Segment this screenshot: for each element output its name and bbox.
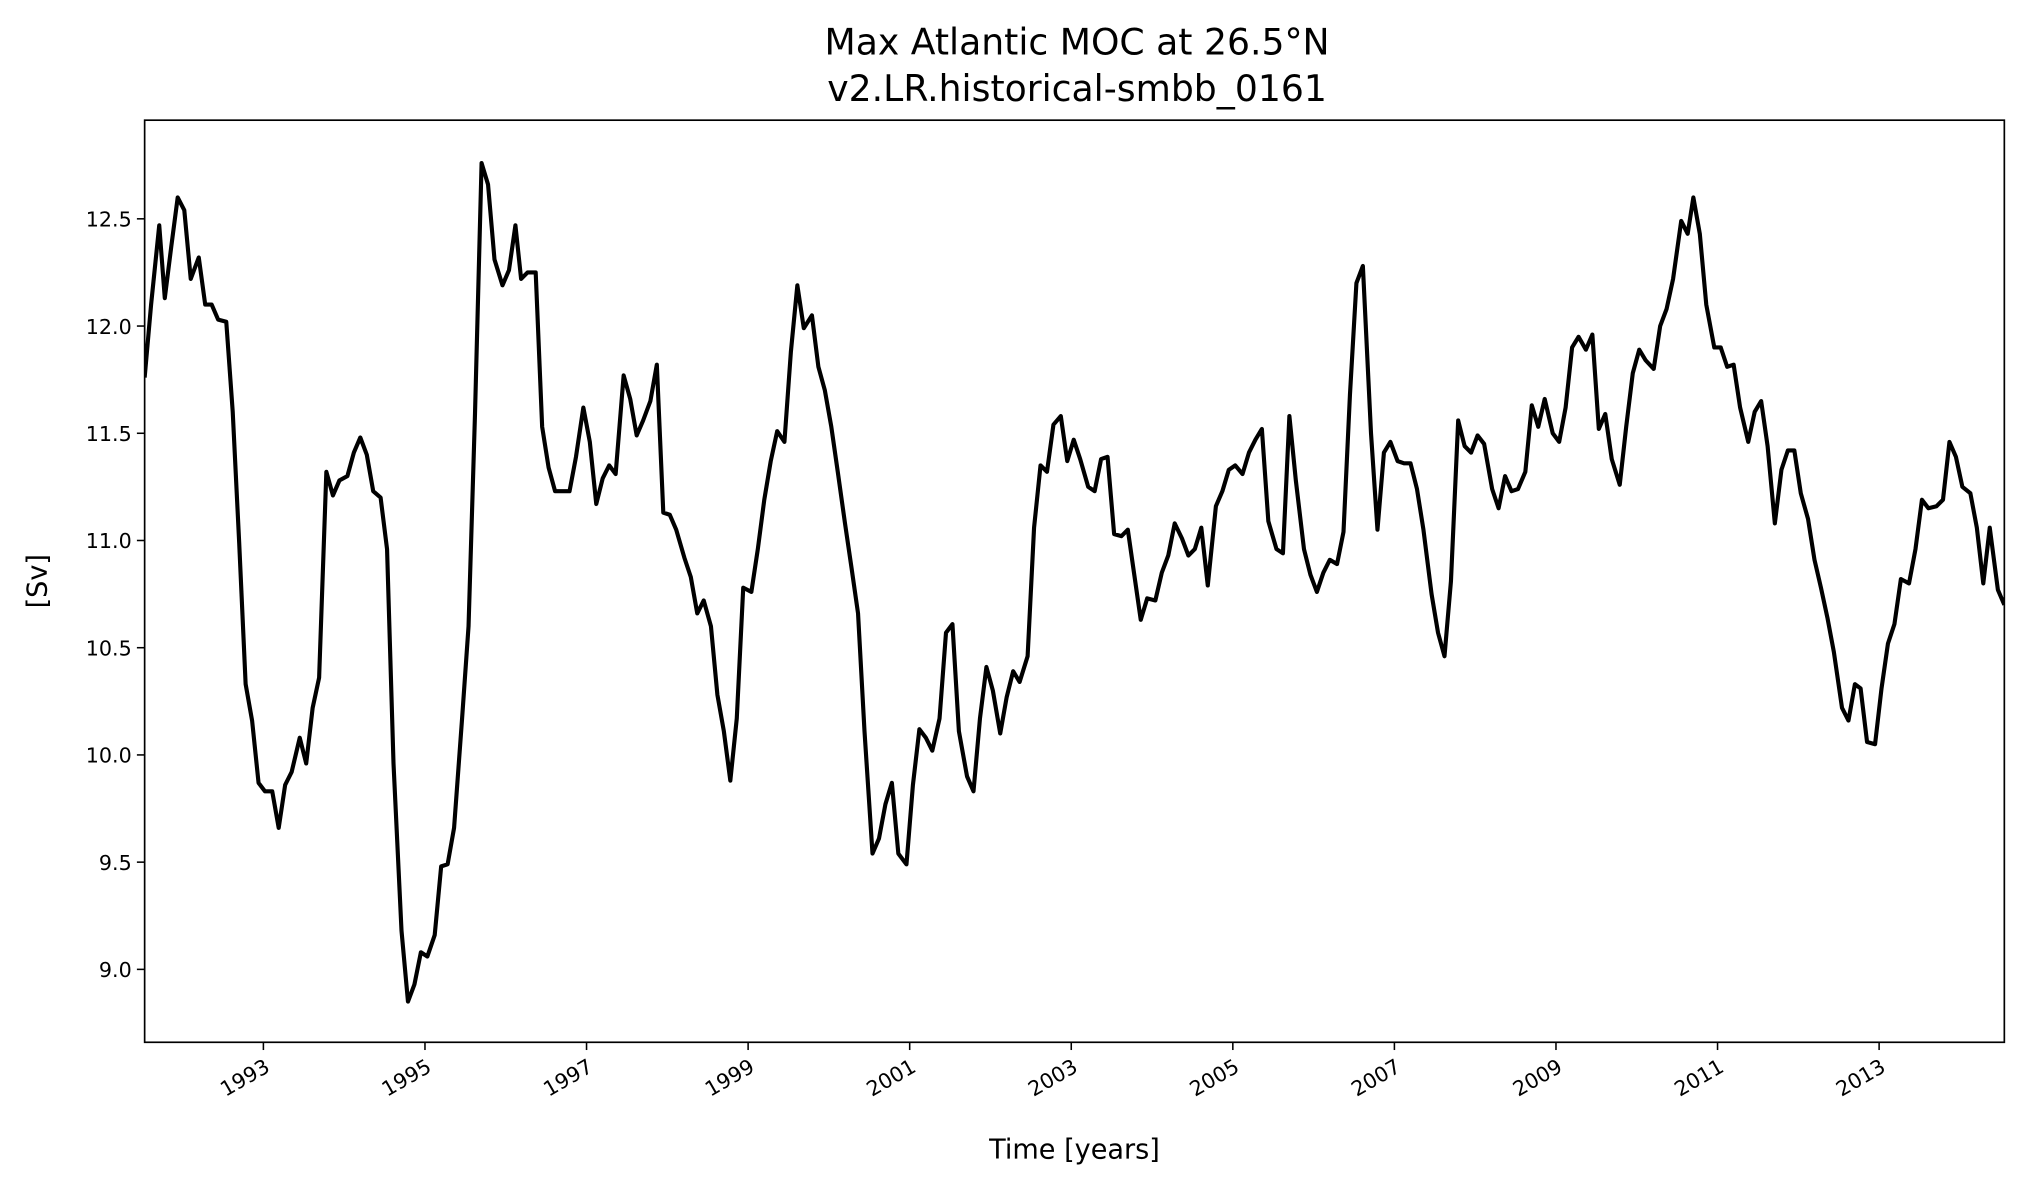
y-tick-label: 11.5 bbox=[86, 422, 132, 446]
x-tick-label: 1995 bbox=[378, 1054, 436, 1101]
y-tick-label: 11.0 bbox=[86, 529, 132, 553]
x-axis-label: Time [years] bbox=[988, 1135, 1160, 1166]
x-tick-label: 1993 bbox=[216, 1054, 274, 1101]
y-tick-label: 9.0 bbox=[99, 958, 132, 982]
x-tick-label: 2009 bbox=[1509, 1054, 1567, 1101]
x-tick-label: 1999 bbox=[701, 1054, 759, 1101]
x-tick-label: 2001 bbox=[862, 1054, 920, 1101]
x-tick-label: 2005 bbox=[1186, 1054, 1244, 1101]
x-tick-label: 2013 bbox=[1832, 1054, 1890, 1101]
y-axis: 9.0 9.5 10.0 10.5 11.0 11.5 12.0 12.5 bbox=[86, 208, 145, 982]
x-tick-label: 1997 bbox=[539, 1054, 597, 1101]
y-axis-label: [Sv] bbox=[22, 554, 53, 608]
x-tick-label: 2007 bbox=[1347, 1054, 1405, 1101]
x-tick-label: 2003 bbox=[1024, 1054, 1082, 1101]
y-tick-label: 10.0 bbox=[86, 744, 132, 768]
plot-frame bbox=[143, 119, 2006, 1044]
y-tick-label: 12.5 bbox=[86, 208, 132, 232]
y-tick-label: 10.5 bbox=[86, 636, 132, 660]
x-axis: 1993 1995 1997 1999 2001 2003 2005 2007 2009 2011… bbox=[216, 1042, 1889, 1101]
y-tick-label: 12.0 bbox=[86, 315, 132, 339]
y-tick-label: 9.5 bbox=[99, 851, 132, 875]
x-tick-label: 2011 bbox=[1670, 1054, 1728, 1101]
series-line bbox=[144, 160, 2005, 1004]
chart-title: Max Atlantic MOC at 26.5°N bbox=[825, 20, 1330, 63]
chart-subtitle: v2.LR.historical-smbb_0161 bbox=[827, 67, 1327, 110]
